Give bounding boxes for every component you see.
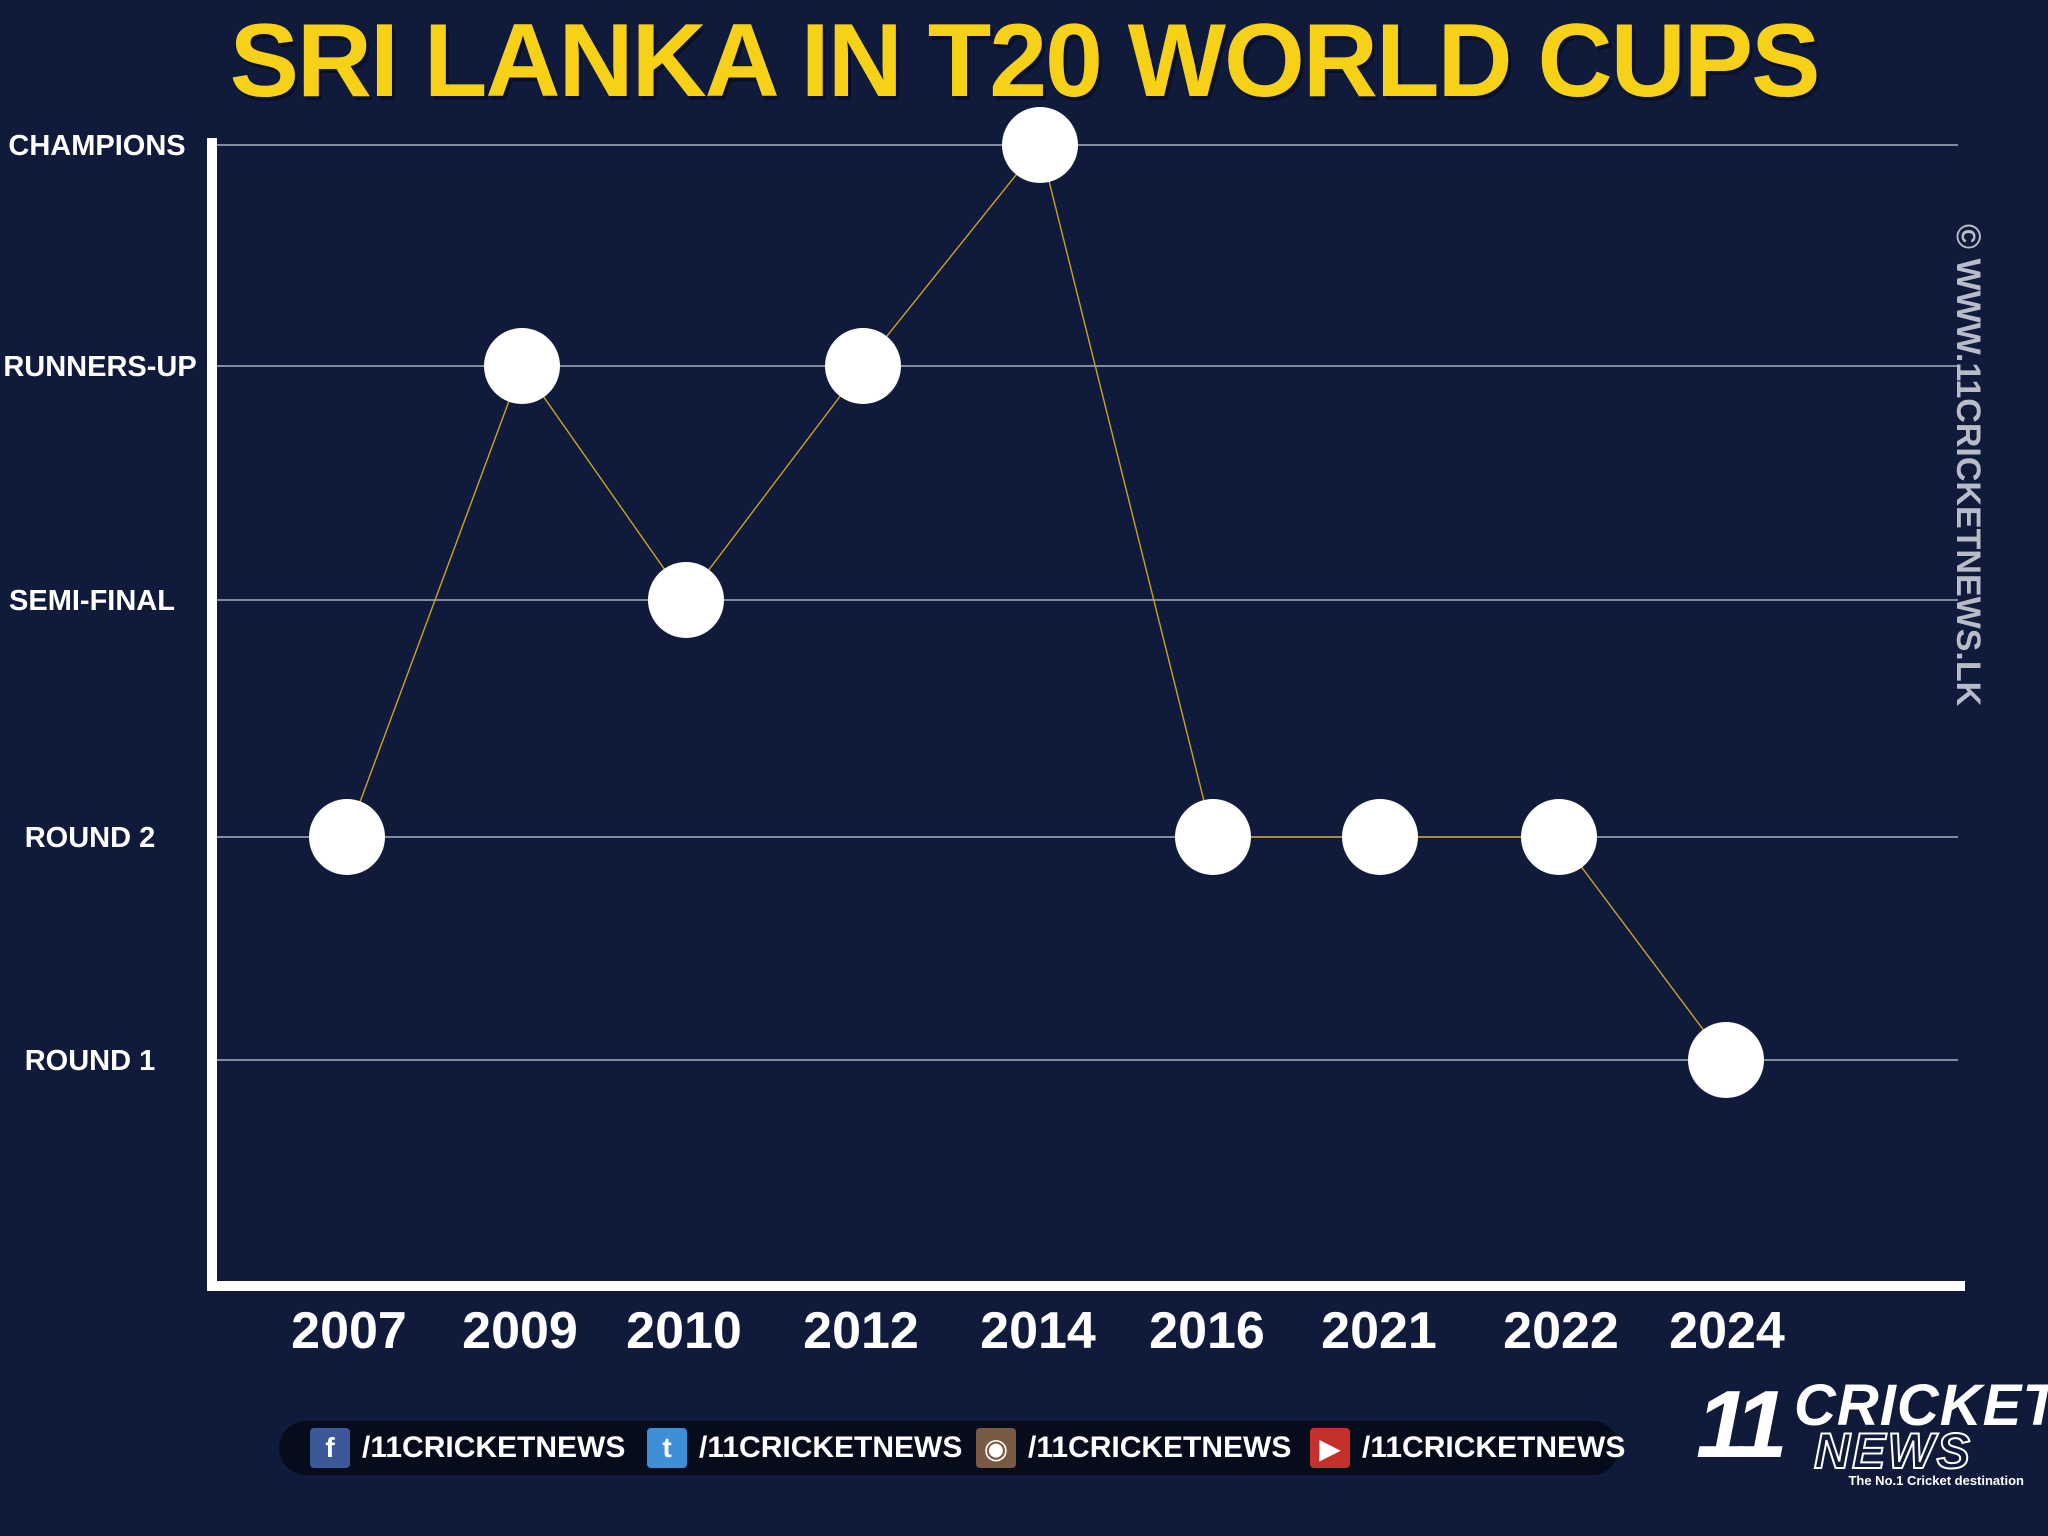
youtube-icon: ▶ (1310, 1428, 1350, 1468)
instagram-icon: ◉ (976, 1428, 1016, 1468)
y-tick-label: ROUND 1 (25, 1045, 156, 1077)
brand-logo: 11 CRICKET NEWS The No.1 Cricket destina… (1696, 1370, 2048, 1488)
data-point-2016 (1175, 799, 1251, 875)
y-tick-labels: ROUND 1 ROUND 2 SEMI-FINAL RUNNERS-UP CHAMPI… (3, 130, 196, 1077)
data-points (309, 107, 1764, 1098)
watermark: © WWW.11CRICKETNEWS.LK (1949, 224, 1987, 707)
social-handle: /11CRICKETNEWS (362, 1431, 626, 1464)
logo-tagline: The No.1 Cricket destination (1848, 1473, 2024, 1488)
social-link-youtube[interactable]: ▶ /11CRICKETNEWS (1310, 1421, 1625, 1475)
data-point-2007 (309, 799, 385, 875)
series-polyline (346, 143, 1727, 1061)
x-tick-label: 2024 (1669, 1302, 1785, 1360)
y-tick-label: SEMI-FINAL (9, 585, 175, 617)
y-tick-label: CHAMPIONS (8, 130, 185, 162)
y-tick-label: RUNNERS-UP (3, 351, 196, 383)
logo-number: 11 (1696, 1371, 1788, 1478)
data-point-2022 (1521, 799, 1597, 875)
axes (207, 138, 1965, 1291)
data-point-2021 (1342, 799, 1418, 875)
x-tick-label: 2009 (462, 1302, 578, 1360)
data-point-2024 (1688, 1022, 1764, 1098)
social-bar: f/11CRICKETNEWS t/11CRICKETNEWS ◉/11CRICKE… (279, 1421, 1625, 1475)
social-handle: /11CRICKETNEWS (1028, 1431, 1292, 1464)
x-tick-label: 2016 (1149, 1302, 1265, 1360)
chart-title: SRI LANKA IN T20 WORLD CUPS (229, 3, 1821, 119)
series-line (346, 143, 1727, 1061)
y-tick-label: ROUND 2 (25, 822, 156, 854)
social-handle: /11CRICKETNEWS (1362, 1431, 1626, 1464)
facebook-icon: f (310, 1428, 350, 1468)
social-link-twitter[interactable]: t/11CRICKETNEWS (647, 1421, 962, 1475)
logo-word-news: NEWS (1813, 1422, 1972, 1480)
social-link-instagram[interactable]: ◉ /11CRICKETNEWS (976, 1421, 1291, 1475)
twitter-icon: t (647, 1428, 687, 1468)
x-tick-label: 2014 (980, 1302, 1096, 1360)
x-tick-label: 2007 (291, 1302, 407, 1360)
data-point-2014 (1002, 107, 1078, 183)
logo-word-cricket: CRICKET (1794, 1373, 2048, 1438)
x-tick-label: 2021 (1321, 1302, 1437, 1360)
data-point-2010 (648, 562, 724, 638)
social-handle: /11CRICKETNEWS (699, 1431, 963, 1464)
social-link-facebook[interactable]: f/11CRICKETNEWS (310, 1421, 625, 1475)
x-tick-label: 2010 (626, 1302, 742, 1360)
x-tick-label: 2022 (1503, 1302, 1619, 1360)
grid-lines (213, 144, 1958, 1061)
x-tick-labels: 2007 2009 2010 2012 2014 2016 2021 2022 2024 (291, 1302, 1785, 1360)
data-point-2009 (484, 328, 560, 404)
data-point-2012 (825, 328, 901, 404)
x-tick-label: 2012 (803, 1302, 919, 1360)
